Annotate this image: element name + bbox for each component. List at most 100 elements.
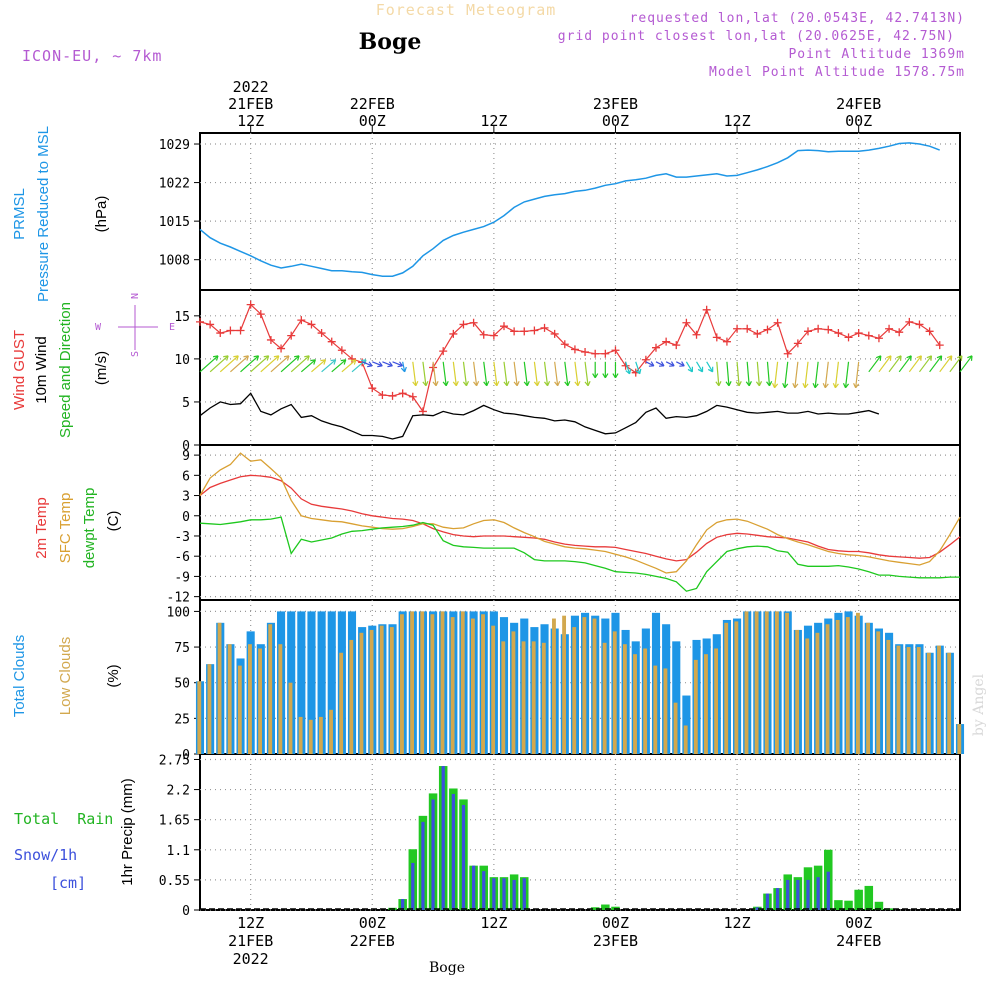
low-cloud-bar <box>876 631 881 754</box>
gust-point <box>915 320 924 329</box>
time-label-bottom: 00Z <box>359 914 386 932</box>
low-cloud-bar <box>764 611 769 754</box>
wind-arrow-head <box>360 359 367 365</box>
wind-arrow <box>412 361 417 386</box>
wind-arrow-head <box>253 355 260 361</box>
sfc-label: SFC Temp <box>57 493 74 564</box>
gust-point <box>591 349 600 358</box>
snow-bar <box>502 878 506 910</box>
gust-point <box>834 329 843 338</box>
wind-arrow <box>483 361 488 386</box>
gust-point <box>540 323 549 332</box>
wind-arrow-head <box>350 359 357 365</box>
wind-arrow-head <box>320 359 327 365</box>
wind-arrow <box>855 361 860 388</box>
y-tick-label: 0 <box>182 510 190 525</box>
gust-point <box>885 324 894 333</box>
gust-point <box>489 331 498 340</box>
y-tick-label: 50 <box>174 677 190 692</box>
wind-arrow-head <box>648 361 655 367</box>
wind-arrow-head <box>283 355 290 361</box>
rain-bar <box>844 900 853 910</box>
y-tick-label: 2.2 <box>167 784 190 799</box>
wind-arrow <box>300 359 316 373</box>
snow-unit-label: [cm] <box>50 874 86 892</box>
wind-arrow-head <box>896 355 902 361</box>
wind-arrow-head <box>412 380 419 387</box>
wind-arrow-head <box>503 380 510 387</box>
wind-arrow-head <box>679 361 685 367</box>
wind-arrow-head <box>330 359 337 365</box>
snow-bar <box>441 766 445 910</box>
wind-arrow-head <box>687 366 694 373</box>
gust-point <box>601 349 610 358</box>
wind-arrow-head <box>658 361 665 367</box>
gust-point <box>520 327 529 336</box>
wind-arrow-head <box>906 355 912 361</box>
total-cloud-bar <box>327 611 336 754</box>
low-cloud-bar <box>754 611 759 754</box>
wind-arrow-head <box>273 355 280 361</box>
low-cloud-bar <box>683 725 688 754</box>
gust-point <box>479 330 488 339</box>
snow-bar <box>431 799 435 910</box>
gust-point <box>814 324 823 333</box>
low-cloud-bar <box>217 622 222 754</box>
gust-point <box>753 329 762 338</box>
low-cloud-bar <box>501 641 506 754</box>
temp-series-line <box>199 474 961 562</box>
low-cloud-bar <box>653 665 658 754</box>
low-cloud-bar <box>258 648 263 754</box>
y-tick-label: 75 <box>174 641 190 656</box>
wind-arrow-head <box>543 380 551 387</box>
wind-arrow <box>260 355 280 373</box>
total-cloud-bar <box>317 611 326 754</box>
wind-arrow <box>675 361 685 367</box>
snow-bar <box>765 893 770 910</box>
wind-arrow <box>706 361 714 373</box>
wind-arrow <box>655 361 665 367</box>
low-cloud-bar <box>237 665 242 754</box>
wind-arrow <box>584 361 589 386</box>
wind-arrow-head <box>802 383 809 389</box>
wind-arrow <box>392 361 403 367</box>
time-label-bottom: 12Z <box>480 914 507 932</box>
gust-point <box>550 329 559 338</box>
low-cloud-bar <box>856 612 860 754</box>
time-label-bottom: 00Z <box>845 914 872 932</box>
wind-arrow <box>250 355 270 373</box>
gust-point <box>722 337 731 346</box>
low-cloud-bar <box>450 617 455 754</box>
time-label-top: 21FEB <box>228 95 273 113</box>
wind-arrow-head <box>263 355 270 361</box>
gust-point <box>348 354 356 363</box>
gust-point <box>327 337 336 346</box>
wind-arrow-head <box>926 355 933 361</box>
wind-arrow-head <box>422 380 429 387</box>
wind-arrow-head <box>715 381 722 387</box>
wind-arrow-head <box>367 361 373 368</box>
wind-arrow <box>844 361 850 388</box>
gust-point <box>824 325 833 334</box>
low-cloud-bar <box>704 654 708 754</box>
low-cloud-bar <box>298 716 303 754</box>
low-cloud-bar <box>541 642 546 754</box>
y-tick-label: 1022 <box>159 177 190 192</box>
snow-bar <box>816 877 820 910</box>
y-tick-label: 9 <box>182 449 190 464</box>
time-label-bottom: 21FEB <box>228 932 273 950</box>
low-cloud-bar <box>825 624 830 754</box>
y-tick-label: 0 <box>182 439 190 454</box>
wind-arrow-head <box>735 381 742 387</box>
wind-arrow <box>645 361 655 367</box>
location-title: Boge <box>359 29 422 55</box>
snow-bar <box>796 879 800 910</box>
low-cloud-bar <box>207 664 212 754</box>
snow-bar <box>421 821 425 910</box>
wind-arrow-head <box>564 380 571 387</box>
wind-arrow <box>513 361 518 386</box>
wind-arrow-head <box>697 366 704 373</box>
wind-arrow <box>422 361 427 386</box>
low-cloud-bar <box>612 631 617 754</box>
